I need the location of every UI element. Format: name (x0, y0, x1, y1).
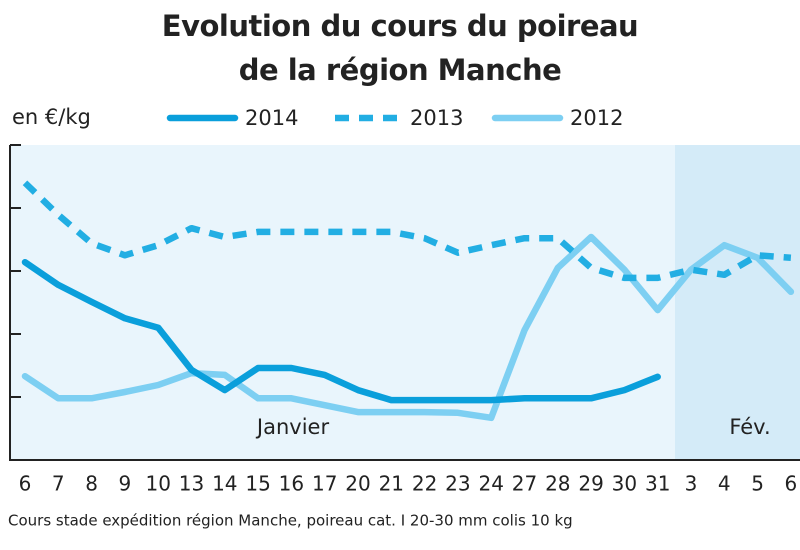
x-tick-label: 8 (85, 472, 98, 496)
x-tick-label: 3 (685, 472, 698, 496)
february-background (675, 145, 800, 460)
x-tick-label: 4 (718, 472, 731, 496)
plot-background (10, 145, 675, 460)
x-tick-label: 27 (512, 472, 537, 496)
x-tick-label: 6 (19, 472, 32, 496)
x-tick-label: 23 (445, 472, 470, 496)
line-2014 (21, 258, 661, 404)
chart-title: Evolution du cours du poireau (162, 9, 638, 43)
x-tick-label: 24 (478, 472, 503, 496)
note: Cours stade expédition région Manche, po… (8, 512, 573, 530)
chart-title: de la région Manche (239, 53, 562, 87)
x-tick-label: 20 (345, 472, 370, 496)
x-tick-label: 15 (245, 472, 270, 496)
x-tick-label: 10 (145, 472, 170, 496)
x-tick-label: 16 (279, 472, 304, 496)
x-tick-label: 22 (412, 472, 437, 496)
x-tick-label: 7 (52, 472, 65, 496)
line-2012 (21, 233, 795, 422)
legend-label: 2013 (410, 106, 463, 130)
x-tick-label: 9 (119, 472, 132, 496)
annotation: Janvier (255, 415, 330, 439)
legend-label: 2012 (570, 106, 623, 130)
legend-label: 2014 (245, 106, 298, 130)
x-tick-label: 5 (751, 472, 764, 496)
x-tick-label: 17 (312, 472, 337, 496)
x-tick-label: 13 (179, 472, 204, 496)
x-tick-label: 29 (578, 472, 603, 496)
x-tick-label: 14 (212, 472, 237, 496)
x-tick-label: 6 (785, 472, 798, 496)
x-tick-label: 31 (645, 472, 670, 496)
line-2013 (22, 180, 792, 282)
x-tick-label: 28 (545, 472, 570, 496)
x-tick-label: 21 (379, 472, 404, 496)
annotation: Fév. (729, 415, 770, 439)
y-axis-label: en €/kg (12, 105, 91, 129)
x-tick-label: 30 (612, 472, 637, 496)
